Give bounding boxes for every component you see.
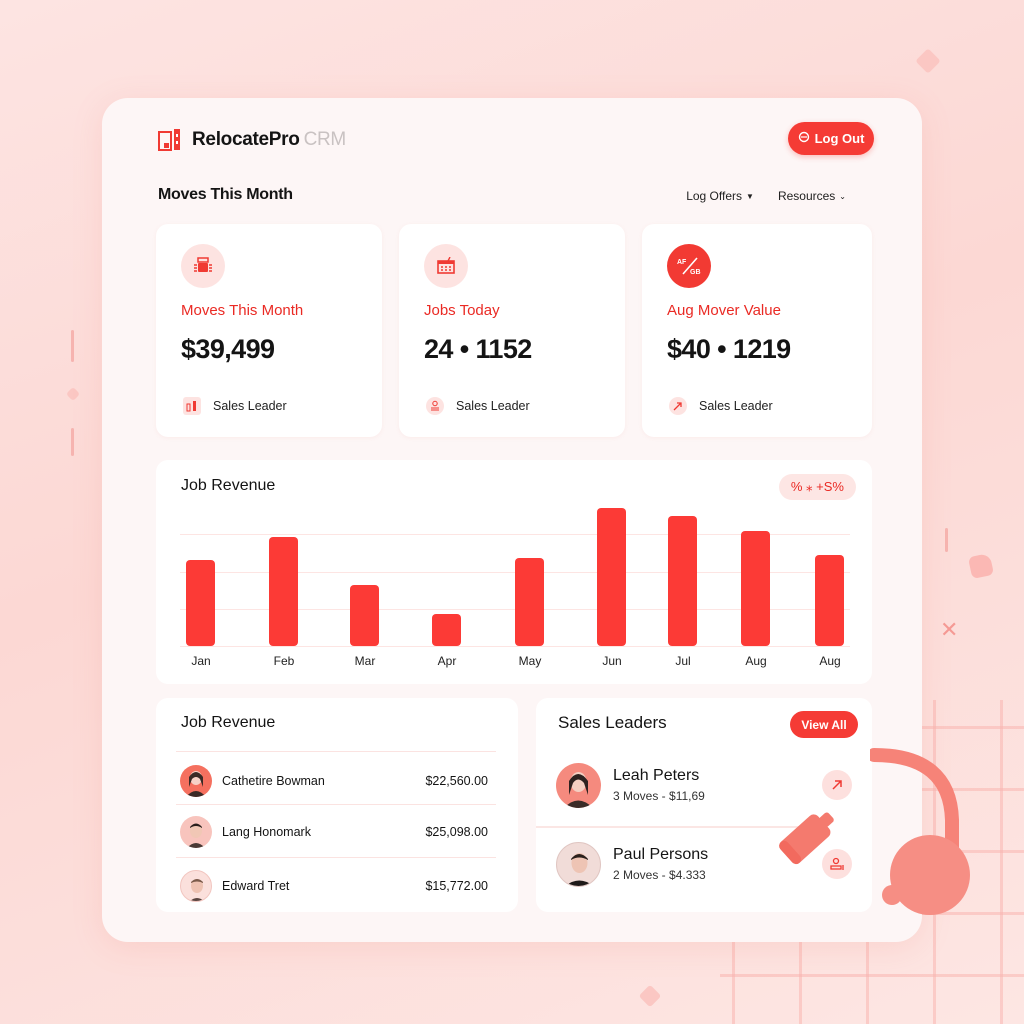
x-axis-label: Jul [675, 654, 691, 668]
decorative-heart [967, 552, 995, 580]
chevron-down-icon: ⌄ [839, 191, 846, 201]
moving-truck-icon [181, 244, 225, 288]
leader-meta: 2 Moves - $4.333 [613, 868, 706, 882]
gridline [180, 646, 850, 647]
gridline [180, 534, 850, 535]
bar-chart [180, 500, 850, 648]
chart-title: Job Revenue [181, 477, 276, 494]
avatar [180, 816, 212, 848]
nav-menu: Log Offers ▼ Resources ⌄ [686, 189, 846, 203]
job-revenue-list: Job Revenue Cathetire Bowman $22,560.00 … [156, 698, 518, 912]
bar[interactable] [668, 516, 697, 646]
nav-log-offers[interactable]: Log Offers ▼ [686, 189, 754, 203]
stat-card-jobs[interactable]: Jobs Today 24 • 1152 Sales Leader [399, 224, 625, 437]
stat-label: Moves This Month [181, 302, 304, 319]
x-axis-label: Apr [437, 654, 457, 668]
list-item[interactable]: Cathetire Bowman $22,560.00 [180, 761, 488, 801]
x-axis-label: May [518, 654, 542, 668]
chart-filter-pill[interactable]: % ⁎ +S% [778, 474, 856, 500]
leader-name: Paul Persons [613, 846, 709, 863]
logout-button[interactable]: Log Out [788, 122, 874, 155]
leader-row[interactable]: Leah Peters 3 Moves - $11,69 [556, 760, 852, 810]
decorative-line [945, 528, 948, 552]
brand: RelocatePro CRM [158, 128, 346, 152]
x-axis-label: Jun [602, 654, 622, 668]
stat-card-mover-value[interactable]: AF GB Aug Mover Value $40 • 1219 Sales L… [642, 224, 872, 437]
leader-name: Leah Peters [613, 767, 700, 784]
relocate-logo-icon [158, 128, 182, 152]
bar[interactable] [186, 560, 215, 646]
decorative-bottle [768, 800, 848, 875]
job-revenue-chart-card: Job Revenue % ⁎ +S% Jan Feb Mar Apr May Jun Ju… [156, 460, 872, 684]
caret-down-icon: ▼ [746, 191, 754, 201]
bar[interactable] [350, 585, 379, 646]
divider [176, 804, 496, 805]
leader-meta: 3 Moves - $11,69 [613, 789, 705, 803]
avatar [180, 870, 212, 902]
decorative-sparkle: ✕ [940, 617, 959, 642]
dashboard-panel: RelocatePro CRM Log Out Moves This Month … [102, 98, 922, 942]
stat-label: Jobs Today [424, 302, 500, 319]
stat-value: $39,499 [181, 334, 275, 364]
divider [176, 751, 496, 752]
decorative-diamond [65, 386, 81, 402]
logout-icon [798, 131, 810, 146]
stat-value: 24 • 1152 [424, 334, 532, 364]
stat-card-moves[interactable]: Moves This Month $39,499 Sales Leader [156, 224, 382, 437]
arrow-up-right-icon[interactable] [822, 770, 852, 800]
nav-resources[interactable]: Resources ⌄ [777, 189, 846, 203]
stat-label: Aug Mover Value [667, 302, 781, 319]
list-title: Job Revenue [181, 714, 276, 731]
svg-text:AF: AF [677, 259, 687, 266]
bar-chart-icon [183, 397, 201, 415]
bar[interactable] [515, 558, 544, 646]
brand-name: RelocatePro CRM [192, 129, 346, 150]
divider [176, 857, 496, 858]
view-all-button[interactable]: View All [790, 711, 858, 738]
leader-row[interactable]: Paul Persons 2 Moves - $4.333 [556, 839, 852, 889]
stat-value: $40 • 1219 [667, 334, 791, 364]
stat-footer: Sales Leader [669, 397, 773, 415]
x-axis-label: Feb [273, 654, 295, 668]
sales-leaders-card: Sales Leaders View All Leah Peters 3 Mov… [536, 698, 872, 912]
decorative-diamond [915, 48, 941, 74]
page-title: Moves This Month [158, 186, 293, 203]
avatar [556, 841, 601, 887]
decorative-line [71, 330, 74, 362]
bar[interactable] [269, 537, 298, 646]
divider [536, 826, 802, 828]
stat-footer: Sales Leader [183, 397, 287, 415]
bar[interactable] [432, 614, 461, 646]
x-axis-label: Aug [745, 654, 767, 668]
avatar [556, 762, 601, 808]
list-item[interactable]: Edward Tret $15,772.00 [180, 866, 488, 906]
x-axis-label: Jan [191, 654, 211, 668]
bar[interactable] [741, 531, 770, 646]
x-axis-label: Mar [354, 654, 376, 668]
bar[interactable] [815, 555, 844, 646]
decorative-diamond [638, 984, 662, 1008]
decorative-headphone [867, 745, 980, 930]
trend-up-icon [669, 397, 687, 415]
bar[interactable] [597, 508, 626, 646]
calendar-icon [424, 244, 468, 288]
list-item[interactable]: Lang Honomark $25,098.00 [180, 812, 488, 852]
x-axis-label: Aug [819, 654, 841, 668]
avatar [180, 765, 212, 797]
decorative-line [71, 428, 74, 456]
person-icon [426, 397, 444, 415]
ratio-icon: AF GB [667, 244, 711, 288]
stat-footer: Sales Leader [426, 397, 530, 415]
person-desk-icon[interactable] [822, 849, 852, 879]
svg-text:GB: GB [690, 269, 701, 276]
leaders-title: Sales Leaders [558, 713, 667, 732]
